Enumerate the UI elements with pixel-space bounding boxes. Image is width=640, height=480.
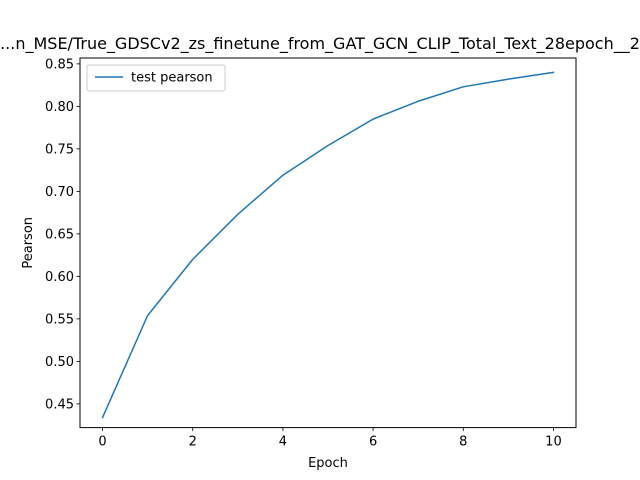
x-tick-label: 6 [369,435,377,450]
x-axis-label: Epoch [308,456,348,471]
y-tick-label: 0.60 [45,270,74,285]
series-line-test-pearson [101,71,555,419]
x-tick-label: 8 [459,435,467,450]
chart-title: ...n_MSE/True_GDSCv2_zs_finetune_from_GA… [0,34,640,54]
x-tick-label: 4 [279,435,287,450]
y-axis-label: Pearson [21,217,36,269]
x-tick-label: 10 [545,435,562,450]
y-tick-label: 0.65 [45,227,74,242]
x-ticks: 0 2 4 6 8 10 [98,427,562,450]
y-ticks: 0.45 0.50 0.55 0.60 0.65 0.70 0.75 0.80 0.85 [45,57,80,412]
y-tick-label: 0.85 [45,57,74,72]
legend-label-test-pearson: test pearson [131,71,213,86]
legend: test pearson [86,64,226,92]
x-tick-label: 0 [98,435,106,450]
y-tick-label: 0.75 [45,142,74,157]
y-tick-label: 0.50 [45,355,74,370]
y-tick-label: 0.80 [45,100,74,115]
x-tick-label: 2 [189,435,197,450]
y-tick-label: 0.55 [45,312,74,327]
y-tick-label: 0.70 [45,185,74,200]
series-lines [101,71,555,419]
y-tick-label: 0.45 [45,397,74,412]
plot-area-frame [79,57,577,429]
legend-box [86,64,226,92]
